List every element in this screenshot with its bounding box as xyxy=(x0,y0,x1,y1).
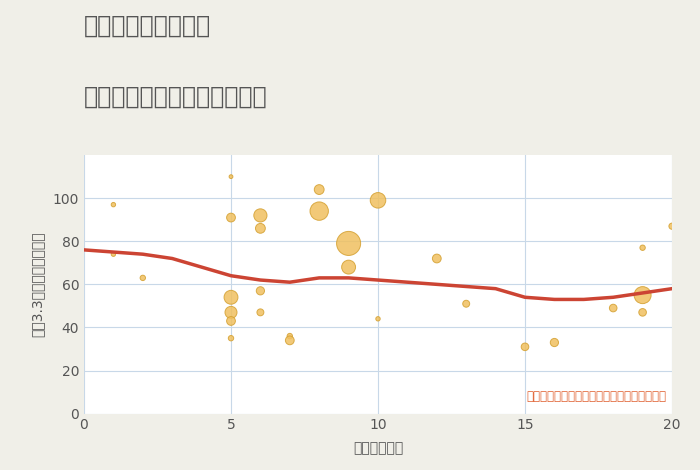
Point xyxy=(666,222,678,230)
Point xyxy=(225,293,237,301)
Point xyxy=(343,263,354,271)
Point xyxy=(314,207,325,215)
Point xyxy=(284,337,295,344)
Point xyxy=(255,212,266,219)
Point xyxy=(225,317,237,325)
Point xyxy=(519,343,531,351)
Text: 駅距離別中古マンション価格: 駅距離別中古マンション価格 xyxy=(84,85,267,109)
Point xyxy=(255,287,266,295)
Y-axis label: 坪（3.3㎡）単価（万円）: 坪（3.3㎡）単価（万円） xyxy=(30,232,44,337)
Point xyxy=(343,240,354,247)
Text: 三重県伊賀市野間の: 三重県伊賀市野間の xyxy=(84,14,211,38)
Point xyxy=(225,309,237,316)
Point xyxy=(314,186,325,193)
Point xyxy=(108,251,119,258)
Point xyxy=(137,274,148,282)
Point xyxy=(637,291,648,299)
Point xyxy=(372,315,384,322)
Point xyxy=(255,309,266,316)
Point xyxy=(284,332,295,340)
Point xyxy=(549,339,560,346)
Point xyxy=(637,309,648,316)
Point xyxy=(608,304,619,312)
Point xyxy=(255,225,266,232)
Point xyxy=(225,173,237,180)
Point xyxy=(372,196,384,204)
Point xyxy=(225,335,237,342)
Point xyxy=(461,300,472,307)
Point xyxy=(431,255,442,262)
X-axis label: 駅距離（分）: 駅距離（分） xyxy=(353,441,403,455)
Point xyxy=(108,201,119,208)
Point xyxy=(637,244,648,251)
Point xyxy=(225,214,237,221)
Text: 円の大きさは、取引のあった物件面積を示す: 円の大きさは、取引のあった物件面積を示す xyxy=(526,390,666,403)
